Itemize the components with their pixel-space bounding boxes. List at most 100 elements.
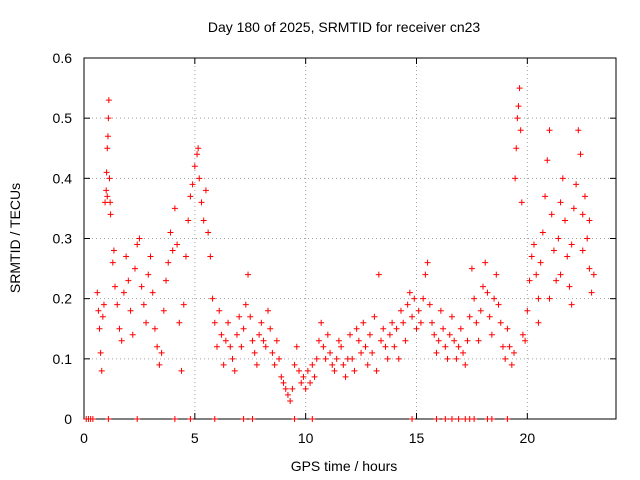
data-point bbox=[518, 199, 525, 206]
data-point bbox=[539, 229, 546, 236]
data-point bbox=[475, 337, 482, 344]
data-point bbox=[258, 319, 265, 326]
data-point bbox=[514, 115, 521, 122]
y-tick-label: 0.2 bbox=[53, 291, 73, 307]
data-point bbox=[200, 217, 207, 224]
data-point bbox=[125, 277, 132, 284]
data-point bbox=[291, 361, 298, 368]
data-point bbox=[143, 319, 150, 326]
data-point bbox=[229, 355, 236, 362]
data-point bbox=[429, 319, 436, 326]
data-point bbox=[353, 325, 360, 332]
data-point bbox=[320, 343, 327, 350]
data-point bbox=[437, 307, 444, 314]
data-point bbox=[395, 355, 402, 362]
data-point bbox=[169, 247, 176, 254]
x-tick-label: 0 bbox=[80, 430, 88, 446]
data-point bbox=[231, 367, 238, 374]
data-point bbox=[100, 301, 107, 308]
data-point bbox=[382, 343, 389, 350]
data-point bbox=[105, 416, 112, 422]
data-point bbox=[104, 193, 111, 200]
data-point bbox=[207, 253, 214, 260]
data-points bbox=[83, 85, 597, 422]
data-point bbox=[129, 331, 136, 338]
data-point bbox=[131, 265, 138, 272]
data-point bbox=[264, 307, 271, 314]
data-point bbox=[251, 349, 258, 356]
data-point bbox=[404, 301, 411, 308]
data-point bbox=[176, 319, 183, 326]
data-point bbox=[435, 337, 442, 344]
data-point bbox=[95, 307, 102, 314]
data-point bbox=[355, 337, 362, 344]
data-point bbox=[242, 301, 249, 308]
data-point bbox=[393, 325, 400, 332]
data-point bbox=[256, 331, 263, 338]
data-point bbox=[273, 337, 280, 344]
data-point bbox=[384, 355, 391, 362]
data-point bbox=[544, 157, 551, 164]
data-point bbox=[211, 319, 218, 326]
data-point bbox=[442, 416, 449, 422]
data-point bbox=[291, 416, 298, 422]
data-point bbox=[542, 193, 549, 200]
data-point bbox=[145, 271, 152, 278]
data-point bbox=[415, 307, 422, 314]
data-point bbox=[455, 343, 462, 350]
data-point bbox=[191, 163, 198, 170]
data-point bbox=[442, 343, 449, 350]
data-point bbox=[116, 325, 123, 332]
data-point bbox=[134, 241, 141, 248]
data-point bbox=[460, 349, 467, 356]
data-point bbox=[136, 235, 143, 242]
data-point bbox=[506, 343, 513, 350]
x-axis-title: GPS time / hours bbox=[291, 458, 398, 474]
data-point bbox=[386, 331, 393, 338]
data-point bbox=[289, 385, 296, 392]
y-tick-label: 0.4 bbox=[53, 170, 73, 186]
data-point bbox=[156, 361, 163, 368]
data-point bbox=[227, 343, 234, 350]
data-point bbox=[205, 229, 212, 236]
data-point bbox=[557, 271, 564, 278]
data-point bbox=[236, 313, 243, 320]
data-point bbox=[533, 271, 540, 278]
data-point bbox=[109, 259, 116, 266]
data-point bbox=[107, 199, 114, 206]
data-point bbox=[293, 343, 300, 350]
data-point bbox=[318, 319, 325, 326]
data-point bbox=[471, 295, 478, 302]
data-point bbox=[482, 259, 489, 266]
data-point bbox=[147, 253, 154, 260]
data-point bbox=[282, 385, 289, 392]
data-point bbox=[102, 199, 109, 206]
data-point bbox=[245, 271, 252, 278]
data-point bbox=[360, 319, 367, 326]
data-point bbox=[431, 331, 438, 338]
data-point bbox=[362, 343, 369, 350]
data-point bbox=[584, 235, 591, 242]
data-point bbox=[216, 307, 223, 314]
data-point bbox=[209, 295, 216, 302]
data-point bbox=[420, 295, 427, 302]
data-point bbox=[417, 319, 424, 326]
data-point bbox=[138, 283, 145, 290]
data-point bbox=[513, 145, 520, 152]
data-point bbox=[105, 115, 112, 122]
data-point bbox=[154, 343, 161, 350]
data-point bbox=[114, 301, 121, 308]
data-point bbox=[548, 211, 555, 218]
data-point bbox=[522, 337, 529, 344]
data-point bbox=[380, 325, 387, 332]
data-point bbox=[451, 337, 458, 344]
data-point bbox=[422, 271, 429, 278]
data-point bbox=[484, 289, 491, 296]
data-point bbox=[198, 199, 205, 206]
data-point bbox=[389, 319, 396, 326]
data-point bbox=[488, 331, 495, 338]
data-point bbox=[468, 265, 475, 272]
data-point bbox=[491, 295, 498, 302]
data-point bbox=[413, 325, 420, 332]
